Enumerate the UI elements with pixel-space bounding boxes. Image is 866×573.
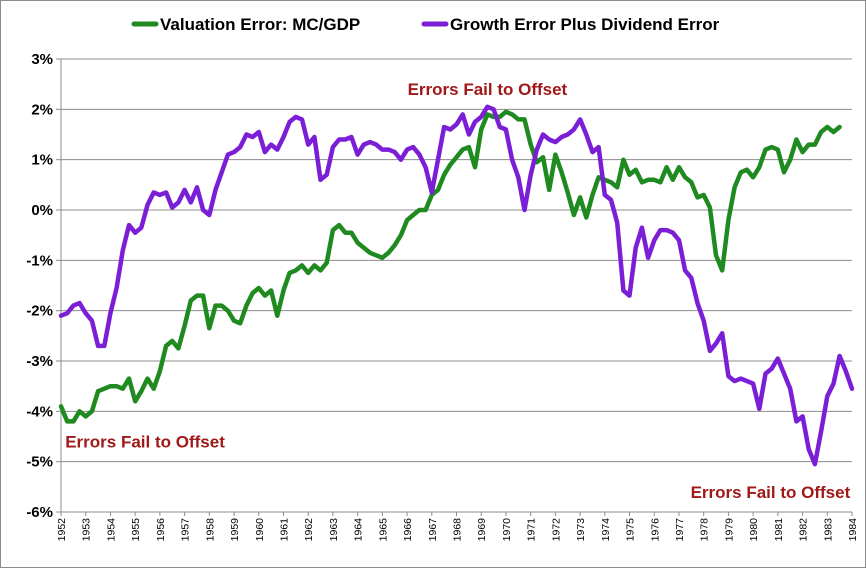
x-tick-label: 1972 (550, 518, 562, 542)
series-line-1 (58, 109, 842, 424)
annotations: Errors Fail to Offset Errors Fail to Offs… (65, 80, 850, 502)
x-tick-label: 1970 (501, 518, 513, 542)
x-tick-label: 1984 (847, 518, 859, 542)
x-tick-label: 1961 (278, 518, 290, 542)
x-tick-label: 1952 (56, 518, 68, 542)
x-tick-label: 1973 (575, 518, 587, 542)
y-tick-label: 0% (31, 202, 53, 219)
x-tick-label: 1958 (204, 518, 216, 542)
x-tick-label: 1981 (773, 518, 785, 542)
x-tick-label: 1978 (699, 518, 711, 542)
x-tick-label: 1968 (452, 518, 464, 542)
series-lines (58, 104, 855, 467)
y-tick-label: 3% (31, 51, 53, 68)
y-tick-label: 1% (31, 152, 53, 169)
x-tick-label: 1974 (600, 518, 612, 542)
x-tick-label: 1971 (526, 518, 538, 542)
x-tick-label: 1962 (303, 518, 315, 542)
y-tick-label: -1% (26, 252, 53, 269)
x-tick-label: 1977 (674, 518, 686, 542)
x-tick-label: 1956 (155, 518, 167, 542)
x-tick-label: 1969 (476, 518, 488, 542)
x-tick-label: 1957 (180, 518, 192, 542)
x-tick-label: 1982 (798, 518, 810, 542)
x-tick-label: 1980 (748, 518, 760, 542)
annotation-label: Errors Fail to Offset (691, 483, 851, 502)
x-tick-label: 1979 (723, 518, 735, 542)
x-tick-label: 1964 (353, 518, 365, 542)
y-tick-label: 2% (31, 101, 53, 118)
annotation-label: Errors Fail to Offset (408, 80, 568, 99)
x-tick-label: 1953 (81, 518, 93, 542)
y-tick-label: -4% (26, 403, 53, 420)
x-tick-label: 1983 (822, 518, 834, 542)
x-tick-label: 1965 (377, 518, 389, 542)
x-tick-label: 1959 (229, 518, 241, 542)
x-tick-label: 1960 (254, 518, 266, 542)
axes: 3% 2% 1% 0% -1% -2% -3% -4% -5% -6%1952 1953 1954 19… (26, 51, 859, 541)
legend-label-1: Valuation Error: MC/GDP (160, 15, 360, 34)
annotation-label: Errors Fail to Offset (65, 433, 225, 452)
x-tick-label: 1963 (328, 518, 340, 542)
x-tick-label: 1955 (130, 518, 142, 542)
y-tick-label: -3% (26, 353, 53, 370)
y-tick-label: -6% (26, 504, 53, 521)
legend: Valuation Error: MC/GDP Growth Error Plus… (131, 15, 720, 34)
x-tick-label: 1976 (649, 518, 661, 542)
x-tick-label: 1967 (427, 518, 439, 542)
y-tick-label: -5% (26, 454, 53, 471)
y-tick-label: -2% (26, 303, 53, 320)
x-tick-label: 1975 (625, 518, 637, 542)
series-line-2 (58, 104, 855, 467)
x-tick-label: 1966 (402, 518, 414, 542)
x-tick-label: 1954 (105, 518, 117, 542)
legend-label-2: Growth Error Plus Dividend Error (450, 15, 720, 34)
